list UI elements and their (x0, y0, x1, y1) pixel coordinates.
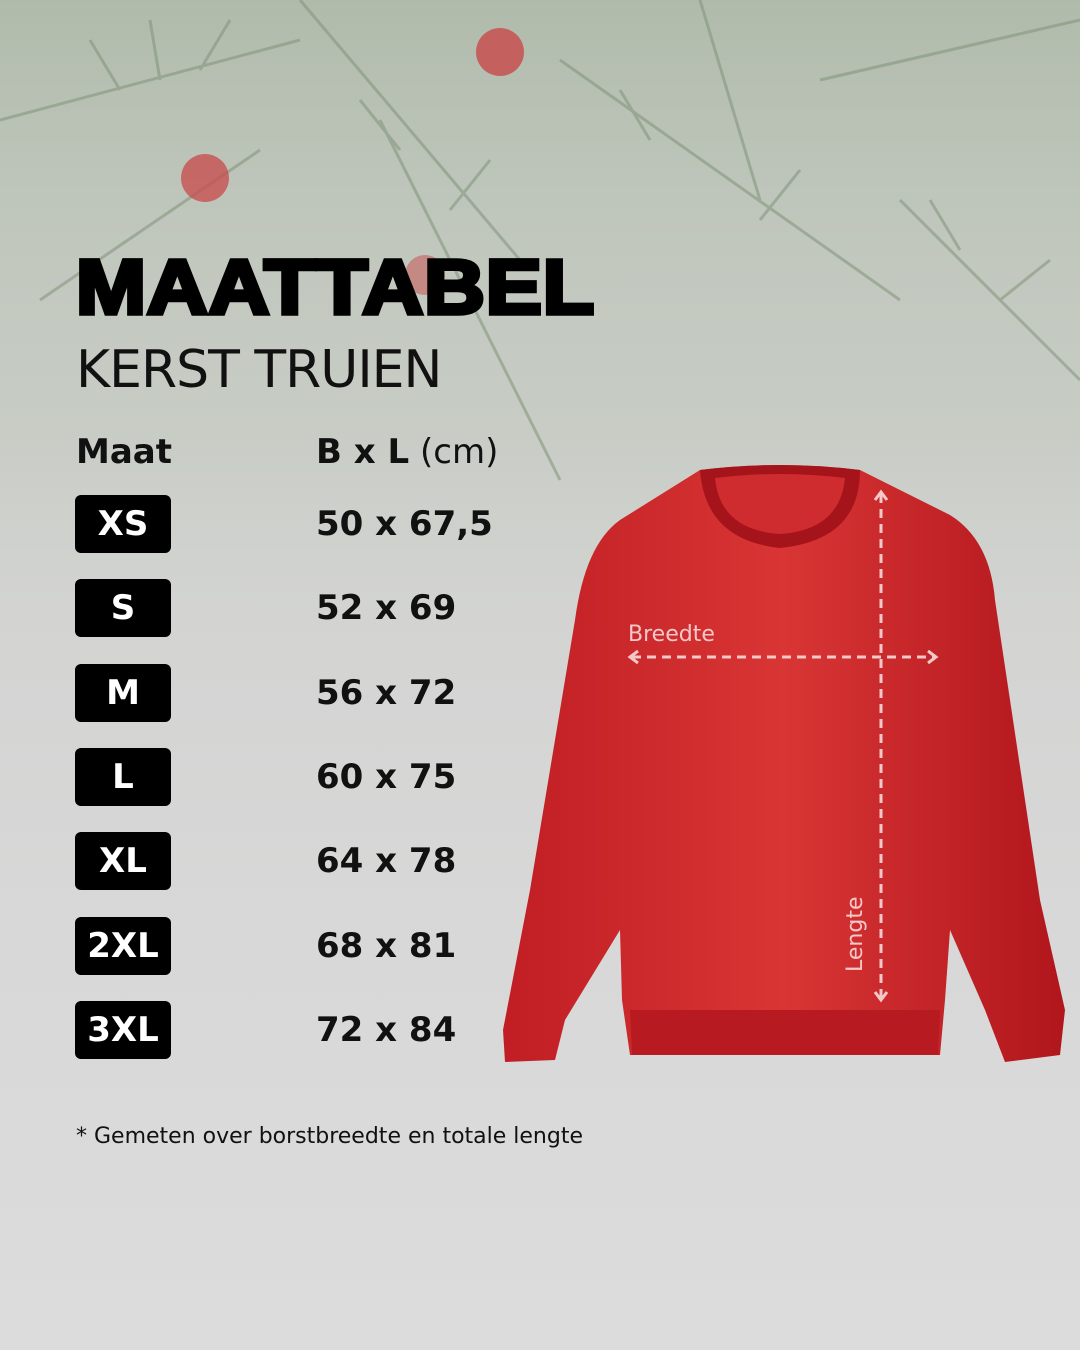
size-row: 3XL 72 x 84 (75, 1000, 495, 1059)
pine-branches-background (0, 0, 1080, 560)
size-badge: L (75, 747, 171, 806)
size-row: S 52 x 69 (75, 579, 495, 638)
size-badge: S (75, 579, 171, 638)
ornament-ball (476, 28, 524, 76)
size-row: XL 64 x 78 (75, 832, 495, 891)
size-row: 2XL 68 x 81 (75, 916, 495, 975)
size-dimensions: 50 x 67,5 (316, 504, 493, 544)
size-dimensions: 52 x 69 (316, 588, 457, 629)
size-dimensions: 72 x 84 (316, 1009, 457, 1050)
length-label: Lengte (843, 897, 868, 972)
size-badge: 2XL (75, 916, 171, 975)
size-badge: 3XL (75, 1000, 171, 1059)
size-dimensions: 60 x 75 (316, 756, 457, 797)
page-title: MAATTABEL (73, 243, 596, 330)
footnote: * Gemeten over borstbreedte en totale le… (76, 1124, 583, 1149)
size-row: XS 50 x 67,5 (75, 495, 495, 553)
size-row: M 56 x 72 (75, 663, 495, 722)
size-dimensions: 68 x 81 (316, 925, 457, 966)
width-label: Breedte (628, 622, 715, 647)
size-badge: XS (75, 495, 171, 553)
size-row: L 60 x 75 (75, 747, 495, 806)
dims-column-header: B x L (cm) (316, 432, 499, 472)
ornament-ball (181, 154, 229, 202)
page-subtitle: KERST TRUIEN (76, 340, 442, 400)
sweater-icon (503, 465, 1065, 1062)
size-dimensions: 64 x 78 (316, 841, 457, 882)
ornament-ball (405, 255, 445, 295)
size-badge: XL (75, 832, 171, 891)
size-dimensions: 56 x 72 (316, 672, 457, 713)
size-column-header: Maat (76, 432, 172, 472)
size-badge: M (75, 663, 171, 722)
sweater-diagram: Breedte Lengte (503, 465, 1065, 1062)
